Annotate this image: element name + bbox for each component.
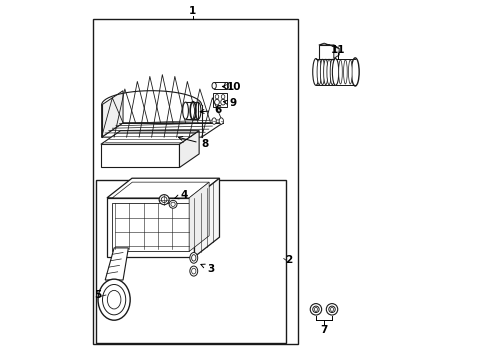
Ellipse shape [212, 82, 216, 89]
Text: 4: 4 [174, 190, 187, 200]
Polygon shape [189, 182, 209, 251]
Polygon shape [107, 178, 219, 198]
Ellipse shape [159, 195, 169, 204]
Text: 11: 11 [330, 45, 345, 55]
Bar [185, 102, 198, 119]
Polygon shape [102, 123, 223, 137]
Ellipse shape [316, 59, 321, 85]
Polygon shape [335, 59, 354, 85]
Text: 5: 5 [94, 290, 101, 300]
Ellipse shape [183, 102, 188, 119]
Polygon shape [214, 82, 226, 89]
Ellipse shape [332, 59, 338, 85]
Ellipse shape [189, 252, 197, 263]
Polygon shape [102, 91, 123, 137]
Ellipse shape [98, 279, 130, 320]
Polygon shape [112, 182, 209, 198]
Ellipse shape [329, 59, 334, 85]
Ellipse shape [323, 59, 327, 85]
Ellipse shape [320, 59, 324, 85]
Bar [93, 19, 298, 344]
Polygon shape [179, 131, 199, 167]
Ellipse shape [102, 284, 125, 315]
Ellipse shape [348, 60, 351, 84]
Ellipse shape [212, 118, 216, 124]
Ellipse shape [312, 306, 319, 312]
Text: 6: 6 [200, 105, 221, 115]
Polygon shape [318, 43, 339, 49]
Ellipse shape [350, 58, 358, 86]
Text: 2: 2 [285, 255, 292, 265]
Polygon shape [105, 248, 128, 280]
Polygon shape [315, 59, 335, 85]
Text: 3: 3 [201, 264, 214, 274]
Text: 8: 8 [178, 136, 208, 149]
Polygon shape [213, 93, 227, 107]
Polygon shape [194, 178, 219, 257]
Text: 9: 9 [223, 98, 236, 108]
Bar [96, 180, 285, 342]
Ellipse shape [325, 303, 337, 315]
Ellipse shape [343, 60, 346, 84]
Polygon shape [333, 45, 339, 59]
Bar [318, 45, 333, 59]
Ellipse shape [328, 306, 335, 312]
Bar [107, 198, 194, 257]
Ellipse shape [219, 118, 223, 124]
Text: 10: 10 [222, 82, 241, 92]
Ellipse shape [189, 266, 197, 276]
Ellipse shape [169, 201, 177, 208]
Ellipse shape [338, 60, 342, 84]
Ellipse shape [326, 59, 330, 85]
Bar [101, 144, 179, 167]
Text: 1: 1 [189, 6, 196, 17]
Ellipse shape [309, 303, 321, 315]
Text: 7: 7 [320, 325, 327, 335]
Polygon shape [101, 131, 199, 144]
Ellipse shape [312, 59, 319, 85]
Bar [112, 203, 189, 251]
